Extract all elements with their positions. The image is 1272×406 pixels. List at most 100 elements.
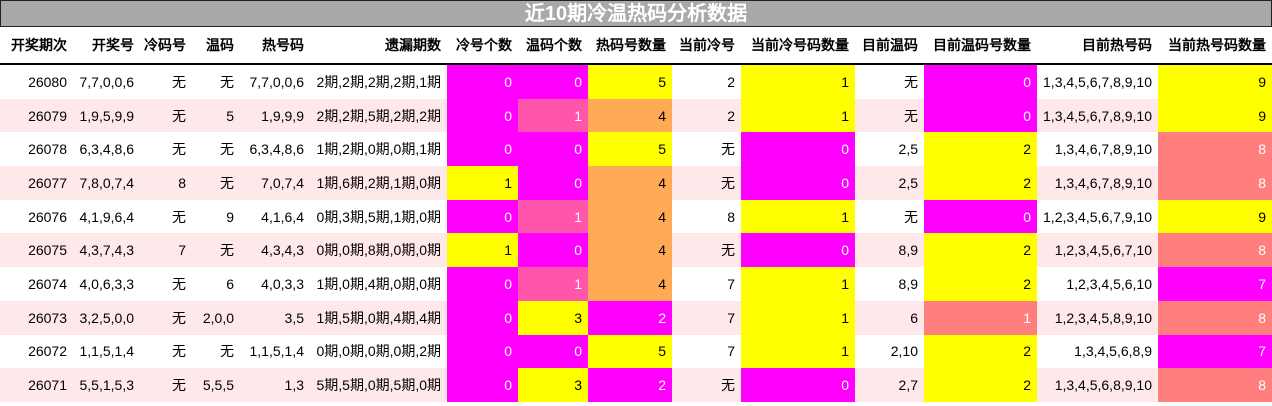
column-header[interactable]: 温码 [192, 27, 240, 65]
table-cell: 0 [924, 64, 1037, 99]
table-cell: 1期,0期,4期,0期,0期 [316, 275, 442, 292]
table-cell: 6 [855, 300, 924, 335]
table-cell: 1 [447, 233, 518, 268]
table-cell: 无 [672, 368, 741, 402]
table-cell: 0 [447, 368, 518, 402]
table-cell: 4,1,6,4 [261, 208, 304, 225]
table-cell: 1,9,5,9,9 [73, 98, 140, 133]
table-cell: 1 [741, 98, 855, 133]
column-header[interactable]: 遗漏期数 [310, 27, 447, 65]
table-cell: 6,3,4,8,6 [79, 141, 135, 158]
table-cell: 2 [924, 233, 1037, 268]
column-header[interactable]: 热码号数量 [588, 27, 672, 65]
column-header[interactable]: 当前冷号码数量 [741, 27, 855, 65]
table-cell: 8 [1158, 233, 1272, 268]
table-cell: 3,5 [240, 300, 310, 335]
table-cell: 2 [588, 368, 672, 402]
table-cell: 2 [924, 166, 1037, 200]
table-cell: 9 [1158, 98, 1272, 133]
table-cell: 4 [588, 166, 672, 200]
table-cell: 7 [727, 275, 735, 292]
table-cell: 8 [1158, 166, 1272, 200]
column-header[interactable]: 热号码 [240, 27, 310, 65]
table-cell: 4 [588, 267, 672, 301]
table-cell: 0 [518, 166, 588, 200]
table-cell: 1 [741, 334, 855, 369]
column-header[interactable]: 当前热号码数量 [1158, 27, 1272, 65]
table-cell: 无 [192, 166, 240, 200]
table-cell: 26074 [28, 275, 67, 292]
table-cell: 9 [1158, 199, 1272, 234]
table-cell: 8,9 [855, 233, 924, 268]
column-header[interactable]: 目前温码 [855, 27, 924, 65]
column-header[interactable]: 冷码号 [140, 27, 192, 65]
table-cell: 26072 [28, 343, 67, 360]
table-cell: 7,0,7,4 [240, 166, 310, 200]
table-cell: 26071 [0, 368, 73, 402]
table-cell: 4 [588, 199, 672, 234]
table-cell: 1,3,4,5,6,8,9,10 [1037, 368, 1158, 402]
table-cell: 1期,5期,0期,4期,4期 [310, 300, 447, 335]
table-cell: 1 [518, 98, 588, 133]
table-cell: 8 [1158, 300, 1272, 335]
table-cell: 2,0,0 [192, 300, 240, 335]
table-row: 26080 7,7,0,0,6 无 无 7,7,0,0,6 2期,2期,2期,2期,1期 0… [0, 64, 1272, 99]
table-cell: 5 [588, 132, 672, 167]
table-cell: 26075 [0, 233, 73, 268]
table-cell: 无 [172, 141, 186, 158]
table-cell: 2,5 [898, 141, 918, 158]
table-cell: 1,3,4,5,6,8,9 [1074, 343, 1152, 360]
table-cell: 0 [447, 334, 518, 369]
table-cell: 1,3,4,6,7,8,9,10 [1037, 166, 1158, 200]
column-header[interactable]: 当前冷号 [672, 27, 741, 65]
table-cell: 26078 [28, 141, 67, 158]
column-header[interactable]: 温码个数 [518, 27, 588, 65]
table-cell: 5 [588, 64, 672, 99]
table-cell: 无 [220, 141, 234, 158]
table-cell: 1 [518, 199, 588, 234]
table-cell: 0 [741, 166, 855, 200]
table-cell: 1期,6期,2期,1期,0期 [310, 166, 447, 200]
column-header[interactable]: 目前温码号数量 [924, 27, 1037, 65]
table-cell: 0 [924, 98, 1037, 133]
table-cell: 8 [727, 208, 735, 225]
table-cell: 0 [518, 64, 588, 99]
table-cell: 1 [741, 300, 855, 335]
table-cell: 4 [588, 98, 672, 133]
table-cell: 3 [518, 300, 588, 335]
table-cell: 1,1,5,1,4 [249, 343, 305, 360]
table-cell: 0 [447, 64, 518, 99]
table-cell: 4,0,6,3,3 [79, 275, 135, 292]
table-cell: 无 [140, 368, 192, 402]
table-cell: 3 [518, 368, 588, 402]
table-cell: 无 [672, 233, 741, 268]
table-cell: 26076 [28, 208, 67, 225]
table-cell: 1 [924, 300, 1037, 335]
table-cell: 7,8,0,7,4 [73, 166, 140, 200]
table-cell: 4 [588, 233, 672, 268]
table-cell: 1,2,3,4,5,6,10 [1066, 275, 1152, 292]
column-header[interactable]: 开奖号 [73, 27, 140, 65]
table-cell: 0 [447, 300, 518, 335]
column-header[interactable]: 开奖期次 [0, 27, 73, 65]
table-cell: 无 [721, 141, 735, 158]
table-cell: 0期,0期,8期,0期,0期 [310, 233, 447, 268]
table-cell: 1,9,9,9 [240, 98, 310, 133]
table-row: 26072 1,1,5,1,4 无 无 1,1,5,1,4 0期,0期,0期,0期,2期 0… [0, 334, 1272, 369]
table-cell: 无 [140, 98, 192, 133]
table-cell: 0 [447, 199, 518, 234]
table-cell: 1期,2期,0期,0期,1期 [316, 141, 442, 158]
table-cell: 1,3,4,5,6,7,8,9,10 [1043, 73, 1152, 90]
column-header[interactable]: 冷号个数 [447, 27, 518, 65]
table-cell: 2 [924, 132, 1037, 167]
table-cell: 2,7 [855, 368, 924, 402]
table-cell: 5 [588, 334, 672, 369]
table-cell: 5,5,1,5,3 [73, 368, 140, 402]
table-cell: 无 [172, 343, 186, 360]
table-cell: 1,2,3,4,5,8,9,10 [1037, 300, 1158, 335]
table-cell: 2,10 [890, 343, 918, 360]
table-cell: 1 [447, 166, 518, 200]
table-cell: 7 [672, 300, 741, 335]
table-cell: 1,2,3,4,5,6,7,9,10 [1043, 208, 1152, 225]
column-header[interactable]: 目前热号码 [1037, 27, 1158, 65]
